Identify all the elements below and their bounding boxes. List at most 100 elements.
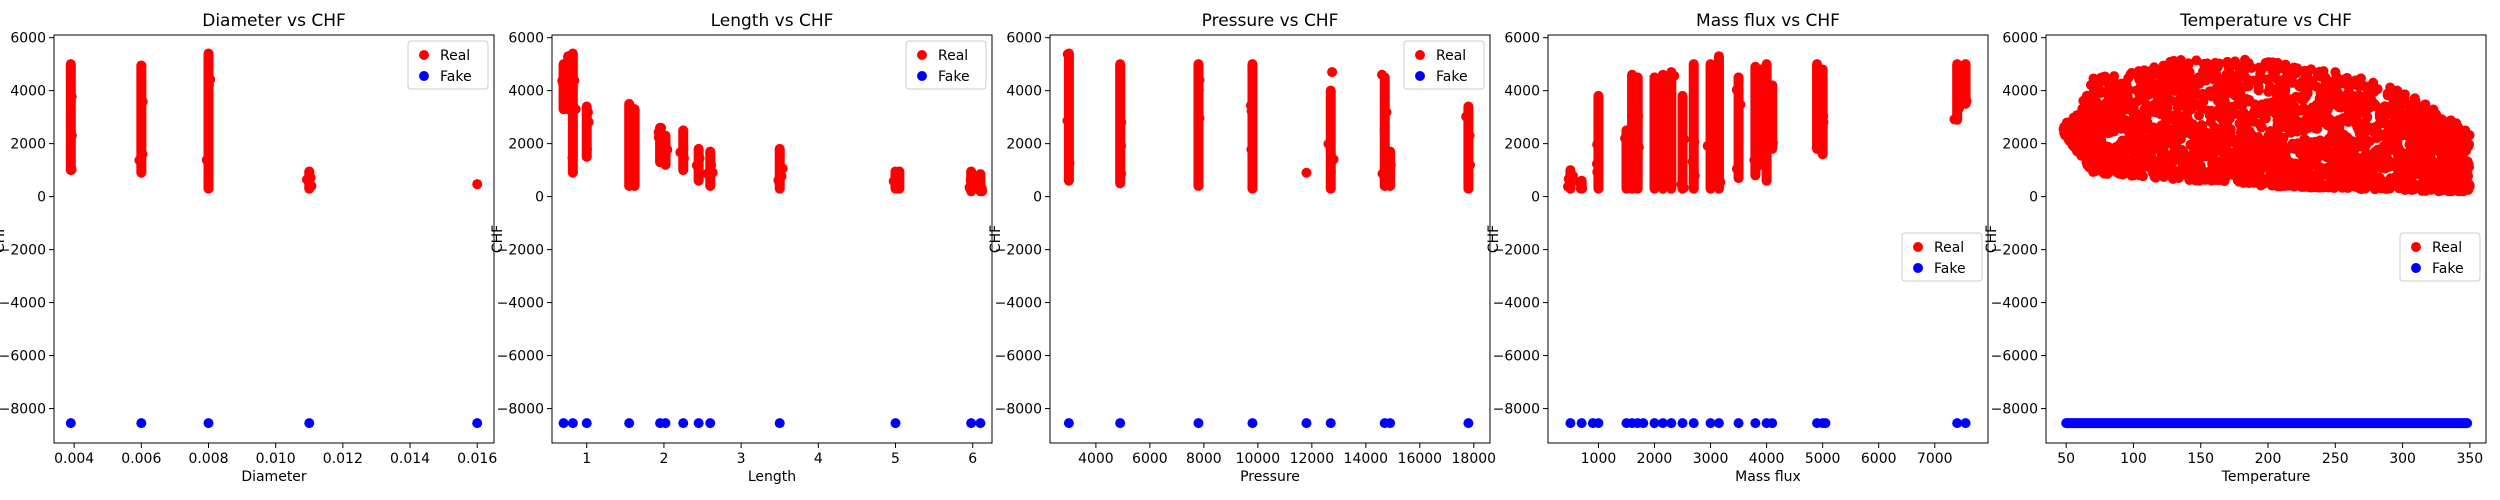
real-point [2116, 147, 2127, 158]
plot-frame [1547, 34, 1989, 444]
real-point [1194, 75, 1205, 86]
real-point [1677, 90, 1688, 101]
real-point [2262, 149, 2273, 160]
y-tick-label: −8000 [0, 402, 46, 418]
legend: Real Fake [1403, 40, 1485, 90]
real-point [2325, 87, 2336, 98]
real-point [1767, 137, 1778, 148]
real-point [2108, 163, 2119, 174]
real-point [1062, 115, 1073, 126]
real-point [2291, 175, 2302, 186]
real-point [777, 163, 788, 174]
real-point [2148, 70, 2159, 81]
real-point [1633, 142, 1644, 153]
real-point [1753, 72, 1764, 83]
real-point-column [1755, 69, 1766, 165]
y-tick-label: −8000 [497, 402, 544, 418]
real-point [1650, 107, 1661, 118]
real-point [569, 75, 580, 86]
fake-point [1463, 418, 1474, 429]
real-point [964, 182, 975, 193]
real-point [1463, 183, 1474, 194]
real-point [1961, 96, 1972, 107]
real-point [1463, 101, 1474, 112]
real-point [2088, 73, 2099, 84]
real-point [2445, 115, 2456, 126]
real-point [2122, 91, 2133, 102]
real-point [1327, 67, 1338, 78]
real-point [2342, 72, 2353, 83]
real-point [2163, 73, 2174, 84]
real-point [567, 48, 578, 59]
real-point [1325, 85, 1336, 96]
subplot-2: Length vs CHF 1 2 3 4 5 6 −8000 −6000 −4000 −2000 0… [490, 11, 993, 485]
subplot-1: Diameter vs CHF 0.004 0.006 0.008 0.010 0.012… [0, 11, 497, 485]
series-fake [65, 418, 483, 429]
real-point [2211, 61, 2222, 72]
real-point [2341, 156, 2352, 167]
real-point [2354, 92, 2365, 103]
real-point [1657, 183, 1668, 194]
legend: Real Fake [905, 40, 987, 90]
real-point-column [1812, 64, 1823, 149]
real-point [66, 130, 77, 141]
real-point [1689, 137, 1700, 148]
plot-frame [53, 34, 495, 444]
fake-point [705, 418, 716, 429]
y-tick-label: 4000 [1006, 84, 1042, 100]
x-tick-label: 5000 [1805, 451, 1841, 467]
real-point [2322, 104, 2333, 115]
y-tick-label: 2000 [1006, 137, 1042, 153]
real-point [203, 48, 214, 59]
real-point [677, 145, 688, 156]
real-point [2075, 114, 2086, 125]
real-point [2188, 170, 2199, 181]
real-point [2310, 103, 2321, 114]
legend-label-real: Real [938, 48, 968, 64]
real-point-column [1657, 74, 1668, 189]
real-point [65, 59, 76, 70]
real-point [2149, 62, 2160, 73]
real-point [2266, 173, 2277, 184]
real-point [2187, 89, 2198, 100]
real-point [2217, 82, 2228, 93]
real-point [1705, 183, 1716, 194]
data-layer [1562, 51, 1972, 429]
real-point [2314, 93, 2325, 104]
real-point [2397, 130, 2408, 141]
real-point [2372, 160, 2383, 171]
real-point [2100, 98, 2111, 109]
x-tick-label: 8000 [1186, 451, 1222, 467]
fake-point [1247, 418, 1258, 429]
real-point [2212, 73, 2223, 84]
real-point [2401, 109, 2412, 120]
y-tick-label: −6000 [0, 349, 46, 365]
y-axis-label: CHF [988, 225, 1004, 253]
real-point [2409, 165, 2420, 176]
real-point [2217, 97, 2228, 108]
real-point [678, 125, 689, 136]
real-point [2307, 76, 2318, 87]
real-point [2445, 155, 2456, 166]
real-point [2424, 161, 2435, 172]
y-tick-label: −2000 [1493, 243, 1540, 259]
real-point [2176, 69, 2187, 80]
real-point [2220, 173, 2231, 184]
real-point [1765, 130, 1776, 141]
real-point [2356, 184, 2367, 195]
real-point [1116, 168, 1127, 179]
real-point [1593, 90, 1604, 101]
real-point [203, 183, 214, 194]
real-point [706, 160, 717, 171]
real-point [2096, 145, 2107, 156]
y-tick-label: −4000 [1493, 296, 1540, 312]
x-tick-label: 4000 [1078, 451, 1114, 467]
real-point [2234, 154, 2245, 165]
real-point [1758, 97, 1769, 108]
real-point [659, 137, 670, 148]
real-point [1765, 83, 1776, 94]
y-tick-label: −4000 [995, 296, 1042, 312]
real-point [2436, 154, 2447, 165]
fake-point [890, 418, 901, 429]
real-point [2223, 62, 2234, 73]
